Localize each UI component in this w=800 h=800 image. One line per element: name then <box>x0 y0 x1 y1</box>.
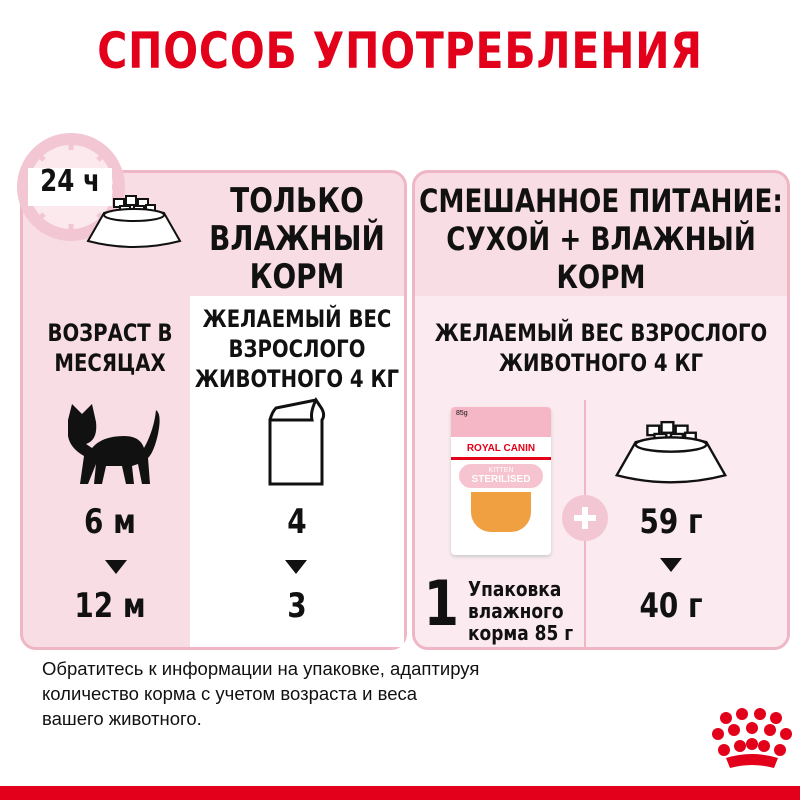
footer-note: Обратитесь к информации на упаковке, ада… <box>42 656 479 731</box>
age-from: 6 м <box>84 502 136 542</box>
heading-line: СМЕШАННОЕ ПИТАНИЕ: <box>419 182 783 220</box>
pouch-description: Упаковка влажного корма 85 г <box>468 578 573 644</box>
age-to: 12 м <box>74 586 146 626</box>
royal-canin-crown-logo <box>712 708 792 768</box>
plus-icon <box>562 495 608 541</box>
label-line: ВЗРОСЛОГО <box>228 335 366 363</box>
pouch-text-line: влажного <box>468 599 564 623</box>
dry-from: 59 г <box>639 502 703 542</box>
pouch-line: KITTEN <box>488 467 514 474</box>
label-line: ЖИВОТНОГО 4 КГ <box>194 365 400 393</box>
wet-weight-label: ЖЕЛАЕМЫЙ ВЕС ВЗРОСЛОГО ЖИВОТНОГО 4 КГ <box>174 304 420 394</box>
brand-logo-text: ROYAL CANIN <box>466 443 536 454</box>
label-line: ЖЕЛАЕМЫЙ ВЕС ВЗРОСЛОГО <box>434 319 768 347</box>
wet-only-heading: ТОЛЬКО ВЛАЖНЫЙ КОРМ <box>190 182 403 296</box>
pouches-from: 4 <box>287 502 307 542</box>
food-bowl-icon <box>86 195 182 248</box>
footer-line: вашего животного. <box>42 708 202 729</box>
age-label: ВОЗРАСТ В МЕСЯЦАХ <box>24 318 196 378</box>
pouch-product-image: 85g ROYAL CANIN KITTEN STERILISED <box>451 407 551 555</box>
arrow-down-icon <box>660 558 682 572</box>
pouch-text-line: корма 85 г <box>468 621 574 645</box>
mixed-weight-label: ЖЕЛАЕМЫЙ ВЕС ВЗРОСЛОГО ЖИВОТНОГО 4 КГ <box>404 318 798 378</box>
pouch-count: 1 <box>423 567 459 640</box>
label-line: ЖИВОТНОГО 4 КГ <box>498 349 704 377</box>
pouch-icon <box>268 397 326 486</box>
dry-to: 40 г <box>639 586 703 626</box>
pouches-to: 3 <box>287 586 307 626</box>
label-line: МЕСЯЦАХ <box>54 349 166 377</box>
heading-line: КОРМ <box>249 257 345 297</box>
pouch-line: STERILISED <box>471 474 531 485</box>
heading-line: ТОЛЬКО <box>230 181 364 221</box>
heading-line: ВЛАЖНЫЙ <box>209 219 385 259</box>
heading-line: СУХОЙ + ВЛАЖНЫЙ <box>446 220 756 258</box>
mixed-heading: СМЕШАННОЕ ПИТАНИЕ: СУХОЙ + ВЛАЖНЫЙ КОРМ <box>396 182 800 296</box>
label-line: ЖЕЛАЕМЫЙ ВЕС <box>202 305 392 333</box>
page-title: СПОСОБ УПОТРЕБЛЕНИЯ <box>97 22 703 80</box>
clock-icon <box>17 133 125 241</box>
clock-label: 24 ч <box>40 164 100 199</box>
heading-line: КОРМ <box>556 258 646 296</box>
footer-line: количество корма с учетом возраста и вес… <box>42 683 418 704</box>
pouch-text-line: Упаковка <box>468 577 562 601</box>
kitten-icon <box>68 404 160 484</box>
pouch-weight: 85g <box>451 407 551 437</box>
dry-food-bowl-icon <box>614 420 728 484</box>
arrow-down-icon <box>285 560 307 574</box>
bottom-red-bar <box>0 786 800 800</box>
label-line: ВОЗРАСТ В <box>47 319 173 347</box>
footer-line: Обратитесь к информации на упаковке, ада… <box>42 658 480 679</box>
arrow-down-icon <box>105 560 127 574</box>
